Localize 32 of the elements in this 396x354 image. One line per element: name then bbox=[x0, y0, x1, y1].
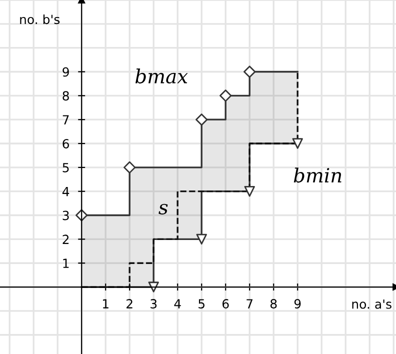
annotation: bmin bbox=[294, 168, 342, 183]
x-tick-label: 7 bbox=[246, 299, 253, 308]
point bbox=[196, 234, 207, 245]
x-tick-label: 2 bbox=[126, 299, 132, 308]
y-tick-label: 8 bbox=[62, 91, 69, 101]
y-tick-label: 7 bbox=[62, 115, 69, 124]
y-tick-label: 1 bbox=[63, 258, 69, 268]
x-tick-label: 4 bbox=[174, 299, 181, 308]
point bbox=[292, 138, 303, 149]
x-tick-label: 5 bbox=[198, 299, 204, 309]
x-tick-label: 9 bbox=[294, 299, 301, 309]
x-tick-label: 1 bbox=[102, 299, 108, 308]
annotation: s bbox=[158, 204, 168, 214]
point bbox=[124, 161, 136, 174]
y-tick-label: 3 bbox=[62, 210, 69, 220]
point bbox=[220, 90, 232, 102]
y-axis-title: no. b's bbox=[20, 14, 60, 24]
y-tick-label: 2 bbox=[62, 234, 69, 244]
point bbox=[76, 209, 88, 222]
point bbox=[244, 186, 255, 197]
y-tick-label: 5 bbox=[62, 163, 69, 172]
annotation: bmax bbox=[135, 68, 188, 84]
y-tick-label: 6 bbox=[62, 138, 70, 148]
x-tick-label: 6 bbox=[222, 299, 229, 309]
point bbox=[196, 114, 208, 126]
x-tick-label: 8 bbox=[270, 299, 277, 309]
x-tick-label: 3 bbox=[150, 299, 157, 309]
x-axis-title: no. a's bbox=[352, 300, 392, 309]
point bbox=[148, 282, 159, 292]
y-tick-label: 9 bbox=[62, 67, 69, 77]
y-tick-label: 4 bbox=[62, 186, 70, 196]
point bbox=[244, 66, 256, 78]
